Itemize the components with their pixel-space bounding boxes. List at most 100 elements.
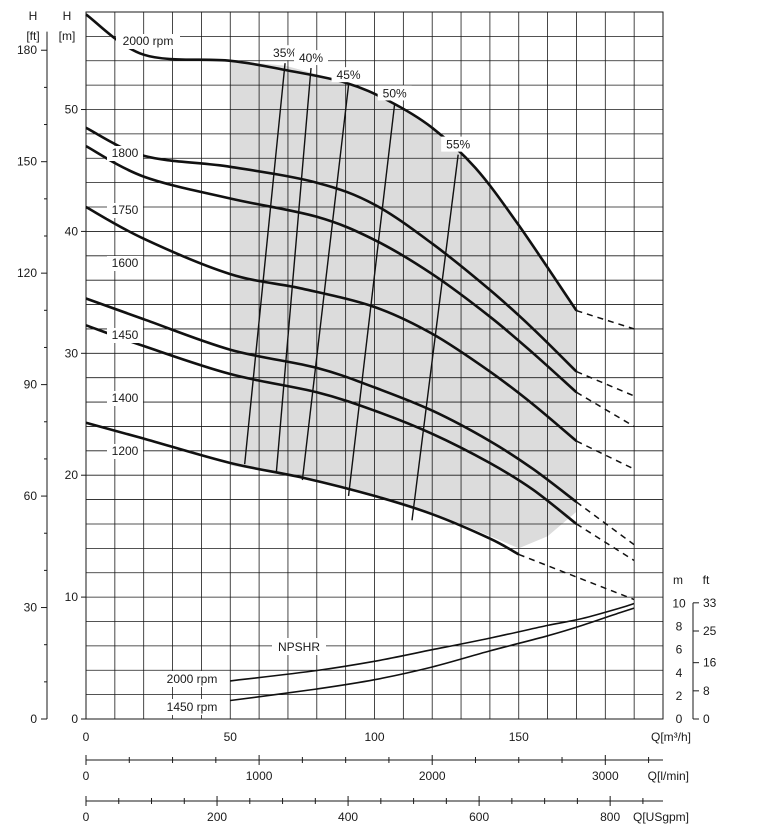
efficiency-label-0: 35% (273, 46, 297, 60)
y-m-tick-label: 20 (65, 468, 79, 482)
x-m3h-tick-label: 150 (509, 730, 529, 744)
speed-label-bg (107, 444, 143, 459)
speed-label-bg (107, 146, 143, 161)
secondary-x-tick-label: 800 (600, 810, 620, 824)
efficiency-line-4 (411, 154, 459, 521)
labels-layer: 35% 40% 45% 50% 55% 2000 rpm 1800 1750 1600 1450 1… (107, 34, 476, 715)
npshr-label: NPSHR (278, 640, 320, 654)
speed-label-6: 1200 (112, 444, 139, 458)
grid-layer (85, 11, 664, 720)
speed-label-bg (107, 328, 143, 343)
head-curve-extension-6 (518, 553, 635, 601)
npsh-m-title: m (673, 573, 683, 587)
npsh-ft-title: ft (703, 573, 710, 587)
speed-label-4: 1450 (112, 328, 139, 342)
npsh-ft-tick-label: 33 (703, 596, 717, 610)
npshr-curve-7 (230, 602, 635, 682)
secondary-x-tick-label: 2000 (419, 769, 446, 783)
secondary-x-tick-label: 0 (83, 769, 90, 783)
efficiency-label-bg (441, 136, 476, 152)
npshr-speed-label-bg (160, 671, 224, 687)
npsh-ft-tick-label: 16 (703, 656, 717, 670)
head-curve-extension-4 (576, 501, 635, 546)
y-ft-tick-label: 150 (17, 155, 37, 169)
speed-label-bg (107, 203, 143, 218)
plot-frame (85, 11, 664, 720)
efficiency-line-3 (347, 103, 396, 497)
speed-label-0: 2000 rpm (123, 34, 174, 48)
efficiency-label-bg (268, 45, 303, 61)
head-curve-extension-5 (576, 523, 635, 562)
secondary-x-tick-label: 400 (338, 810, 358, 824)
npsh-m-tick-label: 8 (676, 620, 683, 634)
efficiency-label-bg (294, 50, 329, 66)
npshr-speed-label-bg (160, 699, 224, 715)
head-curve-0 (85, 13, 578, 312)
npsh-m-tick-label: 4 (676, 666, 683, 680)
x-m3h-tick-label: 0 (83, 730, 90, 744)
efficiency-label-bg (377, 85, 412, 101)
head-curve-1 (85, 126, 578, 373)
npsh-m-tick-label: 2 (676, 689, 683, 703)
efficiency-line-0 (243, 63, 286, 465)
head-curve-6 (85, 421, 520, 556)
secondary-x-tick-label: 0 (83, 810, 90, 824)
y-m-tick-label: 50 (65, 103, 79, 117)
y-m-tick-label: 30 (65, 346, 79, 360)
head-curve-5 (85, 324, 578, 526)
y-ft-tick-label: 180 (17, 43, 37, 57)
speed-label-bg (107, 391, 143, 406)
npsh-m-tick-label: 0 (676, 712, 683, 726)
speed-label-bg (116, 34, 180, 49)
y-m-tick-label: 10 (65, 590, 79, 604)
npsh-ft-tick-label: 0 (703, 712, 710, 726)
npshr-curve-8 (230, 607, 635, 702)
x-m3h-title: Q[m³/h] (651, 730, 691, 744)
y-m-unit: [m] (59, 29, 76, 43)
x-m3h-tick-label: 100 (364, 730, 384, 744)
npsh-ft-tick-label: 8 (703, 684, 710, 698)
speed-label-1: 1800 (112, 146, 139, 160)
efficiency-label-4: 55% (446, 138, 470, 152)
head-curve-extension-2 (576, 391, 635, 428)
y-ft-tick-label: 90 (24, 378, 38, 392)
y-ft-tick-label: 120 (17, 266, 37, 280)
npsh-m-tick-label: 10 (672, 597, 686, 611)
npshr-label-bg (272, 638, 326, 655)
efficiency-label-2: 45% (337, 68, 361, 82)
speed-label-bg (107, 256, 143, 271)
speed-label-2: 1750 (112, 203, 139, 217)
efficiency-label-1: 40% (299, 51, 323, 65)
y-m-tick-label: 40 (65, 224, 79, 238)
head-curve-4 (85, 297, 578, 504)
speed-label-5: 1400 (112, 391, 139, 405)
secondary-x-tick-label: 1000 (246, 769, 273, 783)
y-ft-unit: [ft] (26, 29, 39, 43)
efficiency-label-bg (331, 67, 366, 83)
speed-label-3: 1600 (112, 256, 139, 270)
npshr-speed-label-8: 1450 rpm (167, 700, 218, 714)
secondary-x-tick-label: 600 (469, 810, 489, 824)
secondary-x-title: Q[USgpm] (633, 810, 689, 824)
head-curve-2 (85, 144, 578, 394)
x-m3h-tick-label: 50 (224, 730, 238, 744)
npshr-speed-label-7: 2000 rpm (167, 672, 218, 686)
npsh-m-tick-label: 6 (676, 643, 683, 657)
secondary-x-tick-label: 200 (207, 810, 227, 824)
y-ft-tick-label: 60 (24, 489, 38, 503)
npsh-ft-tick-label: 25 (703, 624, 717, 638)
efficiency-line-2 (301, 85, 350, 481)
y-m-title: H (63, 9, 72, 23)
y-ft-tick-label: 30 (24, 601, 38, 615)
secondary-x-tick-label: 3000 (592, 769, 619, 783)
curves-layer (85, 13, 635, 702)
head-curve-3 (85, 205, 578, 443)
y-ft-tick-label: 0 (30, 712, 37, 726)
efficiency-label-3: 50% (383, 86, 407, 100)
secondary-x-title: Q[l/min] (648, 769, 689, 783)
y-ft-title: H (29, 9, 38, 23)
efficiency-line-1 (275, 68, 312, 472)
y-m-tick-label: 0 (71, 712, 78, 726)
